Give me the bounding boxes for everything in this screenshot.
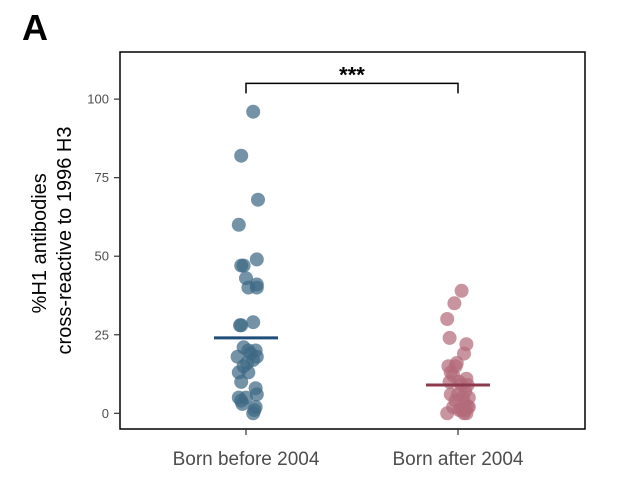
y-axis: 0 25 50 75 100 [87, 92, 120, 421]
data-point [236, 359, 251, 374]
x-category-label: Born before 2004 [173, 449, 320, 470]
y-axis-title: %H1 antibodies cross-reactive to 1996 H3 [29, 127, 76, 355]
data-point [440, 406, 455, 421]
data-point [234, 148, 249, 163]
data-point [246, 315, 261, 330]
data-point [442, 330, 457, 345]
x-category-label: Born after 2004 [393, 449, 524, 470]
y-tick-label: 50 [95, 249, 109, 264]
data-point [231, 217, 246, 232]
data-point [440, 312, 455, 326]
data-point [239, 390, 253, 405]
y-axis-title-line-2: cross-reactive to 1996 H3 [54, 127, 76, 355]
data-point [246, 104, 261, 119]
data-point [249, 280, 264, 295]
data-point [236, 258, 251, 273]
y-tick-label: 0 [102, 406, 109, 421]
data-point [447, 296, 462, 311]
data-point [246, 406, 261, 421]
x-axis: Born before 2004 Born after 2004 [173, 429, 524, 470]
data-point [234, 374, 249, 389]
panel-label: A [22, 7, 48, 48]
data-points [230, 104, 476, 421]
data-point [249, 387, 264, 402]
data-point [234, 318, 249, 333]
significance-bracket [245, 82, 459, 94]
plot-frame [119, 51, 586, 430]
data-point [251, 192, 265, 207]
data-point [249, 252, 264, 267]
y-tick-label: 75 [95, 170, 109, 185]
mean-bars [214, 336, 490, 387]
y-tick-label: 100 [87, 92, 109, 107]
y-axis-title-line-1: %H1 antibodies [29, 173, 51, 313]
y-tick-label: 25 [95, 327, 109, 342]
data-point [461, 400, 476, 414]
significance-label: *** [339, 62, 365, 87]
data-point [454, 283, 469, 298]
significance-annotations: *** [245, 62, 459, 94]
